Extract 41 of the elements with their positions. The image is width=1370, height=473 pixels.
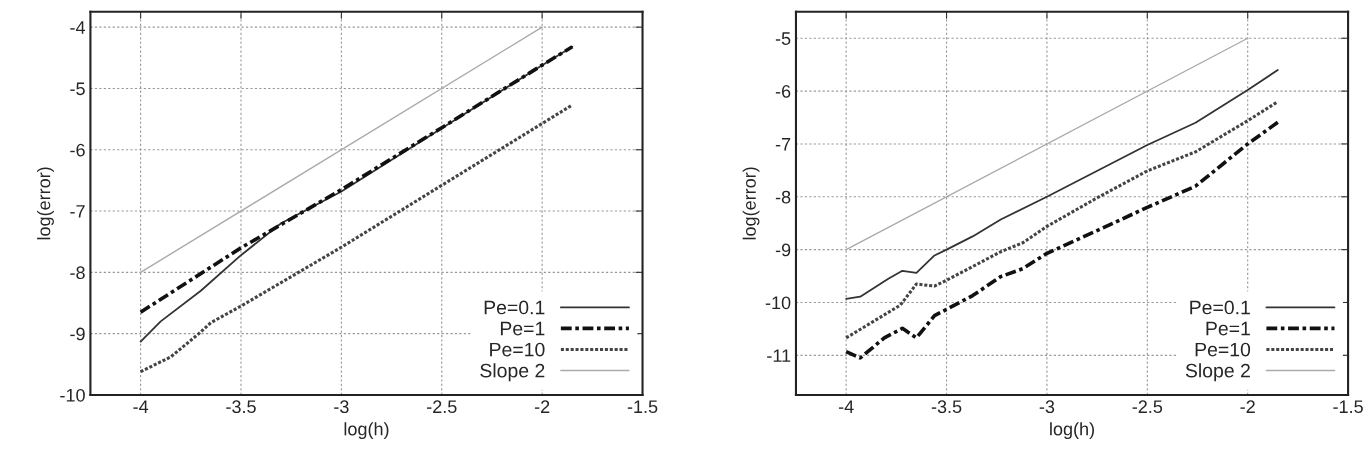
x-tick-label: -2 <box>1240 400 1255 413</box>
legend-label: Pe=10 <box>1195 342 1251 357</box>
x-tick-label: -3.5 <box>931 400 962 414</box>
x-tick-label: -3 <box>1039 400 1055 414</box>
legend-label: Pe=1 <box>500 321 545 336</box>
legend-label: Pe=10 <box>490 342 545 357</box>
x-tick-label: -2.5 <box>1132 400 1163 414</box>
x-axis-title: log(h) <box>1050 422 1094 440</box>
y-tick-label: -6 <box>775 85 791 98</box>
y-tick-label: -8 <box>775 190 791 204</box>
legend-label: Pe=0.1 <box>1190 300 1250 315</box>
line-series <box>844 120 1280 360</box>
y-tick-label: -4 <box>70 21 86 34</box>
legend-label: Slope 2 <box>1185 363 1250 382</box>
line-series <box>845 69 1279 300</box>
x-tick-label: -4 <box>838 400 854 413</box>
y-tick-label: -7 <box>775 138 791 151</box>
legend-label: Slope 2 <box>480 363 545 382</box>
y-tick-label: -5 <box>70 82 85 96</box>
y-tick-label: -8 <box>70 266 85 280</box>
y-tick-label: -7 <box>70 205 85 218</box>
y-tick-label: -6 <box>70 143 85 157</box>
y-axis-title: log(error) <box>742 167 760 240</box>
y-tick-label: -5 <box>775 32 791 45</box>
x-tick-label: -1.5 <box>627 400 658 414</box>
x-tick-label: -3.5 <box>226 400 256 414</box>
y-tick-label: -11 <box>767 349 791 362</box>
legend-label: Pe=0.1 <box>484 300 545 315</box>
x-axis-title: log(h) <box>344 422 389 440</box>
y-tick-label: -9 <box>775 243 791 257</box>
y-tick-label: -9 <box>70 327 85 341</box>
line-series <box>844 100 1280 340</box>
x-tick-label: -2.5 <box>427 400 457 414</box>
x-tick-label: -1.5 <box>1333 400 1363 414</box>
x-tick-label: -3 <box>334 400 349 414</box>
legend-label: Pe=1 <box>1206 321 1250 336</box>
y-tick-label: -10 <box>60 388 85 402</box>
x-tick-label: -2 <box>534 400 550 413</box>
y-axis-title: log(error) <box>37 167 54 240</box>
y-tick-label: -10 <box>765 296 791 310</box>
x-tick-label: -4 <box>133 400 149 413</box>
